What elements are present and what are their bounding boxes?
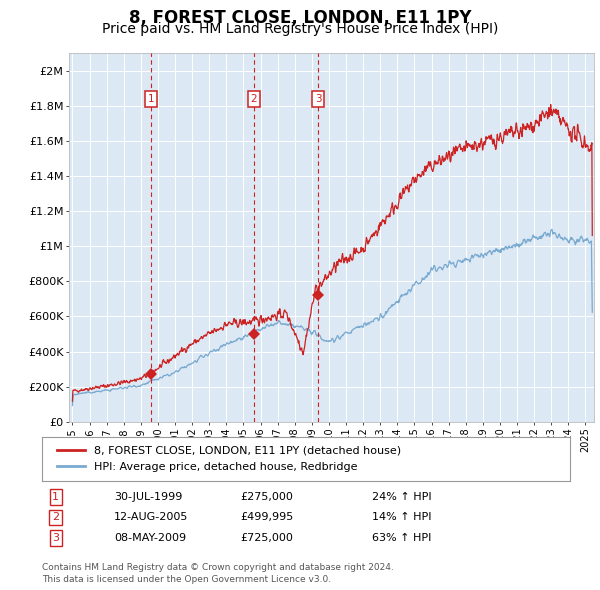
Text: 2: 2 bbox=[52, 513, 59, 522]
Text: 3: 3 bbox=[52, 533, 59, 543]
Text: 12-AUG-2005: 12-AUG-2005 bbox=[114, 513, 188, 522]
Text: £499,995: £499,995 bbox=[240, 513, 293, 522]
Text: 8, FOREST CLOSE, LONDON, E11 1PY: 8, FOREST CLOSE, LONDON, E11 1PY bbox=[129, 9, 471, 27]
Text: 63% ↑ HPI: 63% ↑ HPI bbox=[372, 533, 431, 543]
Text: Price paid vs. HM Land Registry's House Price Index (HPI): Price paid vs. HM Land Registry's House … bbox=[102, 22, 498, 36]
Text: 1: 1 bbox=[52, 492, 59, 502]
Text: 2: 2 bbox=[251, 94, 257, 104]
Text: Contains HM Land Registry data © Crown copyright and database right 2024.
This d: Contains HM Land Registry data © Crown c… bbox=[42, 563, 394, 584]
Text: £725,000: £725,000 bbox=[240, 533, 293, 543]
Text: 08-MAY-2009: 08-MAY-2009 bbox=[114, 533, 186, 543]
Legend: 8, FOREST CLOSE, LONDON, E11 1PY (detached house), HPI: Average price, detached : 8, FOREST CLOSE, LONDON, E11 1PY (detach… bbox=[53, 441, 406, 477]
Text: 1: 1 bbox=[148, 94, 154, 104]
Text: 30-JUL-1999: 30-JUL-1999 bbox=[114, 492, 182, 502]
Text: 14% ↑ HPI: 14% ↑ HPI bbox=[372, 513, 431, 522]
Text: 3: 3 bbox=[314, 94, 322, 104]
Text: £275,000: £275,000 bbox=[240, 492, 293, 502]
Text: 24% ↑ HPI: 24% ↑ HPI bbox=[372, 492, 431, 502]
